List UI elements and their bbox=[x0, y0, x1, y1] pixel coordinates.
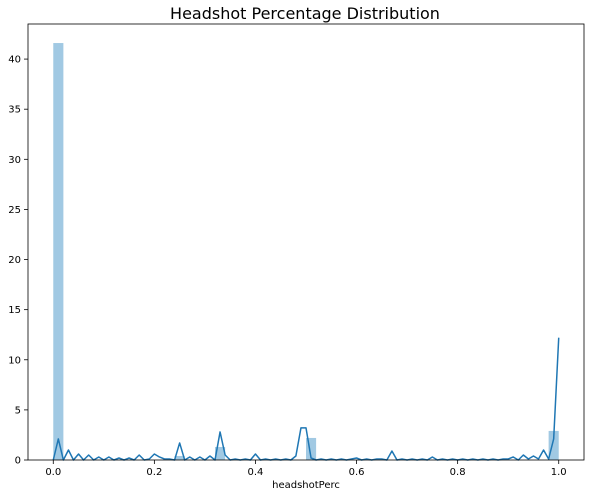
histogram-bar bbox=[306, 437, 317, 460]
y-tick-label: 10 bbox=[8, 355, 21, 366]
y-tick-label: 0 bbox=[15, 456, 21, 467]
x-tick-label: 0.8 bbox=[450, 467, 466, 478]
y-axis-ticks: 0 5 10 15 20 25 30 35 40 bbox=[8, 55, 28, 467]
x-tick-label: 0.6 bbox=[349, 467, 365, 478]
x-axis-ticks: 0.0 0.2 0.4 0.6 0.8 1.0 bbox=[45, 460, 567, 478]
y-tick-label: 40 bbox=[8, 55, 21, 66]
y-tick-label: 25 bbox=[8, 205, 21, 216]
y-tick-label: 5 bbox=[15, 405, 21, 416]
histogram-bar bbox=[215, 446, 226, 460]
y-tick-label: 20 bbox=[8, 255, 21, 266]
histogram-bar bbox=[53, 43, 64, 461]
plot-frame bbox=[27, 23, 585, 461]
x-tick-label: 0.4 bbox=[248, 467, 264, 478]
histogram-bars bbox=[53, 43, 559, 461]
y-tick-label: 30 bbox=[8, 155, 21, 166]
kde-curve bbox=[52, 337, 560, 461]
kde-line bbox=[52, 337, 560, 461]
x-tick-label: 1.0 bbox=[551, 467, 567, 478]
histogram-bar bbox=[548, 430, 559, 460]
x-axis-label: headshotPerc bbox=[272, 480, 340, 491]
y-tick-label: 35 bbox=[8, 105, 21, 116]
x-tick-label: 0.0 bbox=[45, 467, 61, 478]
histogram-bar bbox=[174, 455, 185, 460]
y-tick-label: 15 bbox=[8, 305, 21, 316]
x-tick-label: 0.2 bbox=[146, 467, 162, 478]
chart-title: Headshot Percentage Distribution bbox=[170, 4, 440, 23]
